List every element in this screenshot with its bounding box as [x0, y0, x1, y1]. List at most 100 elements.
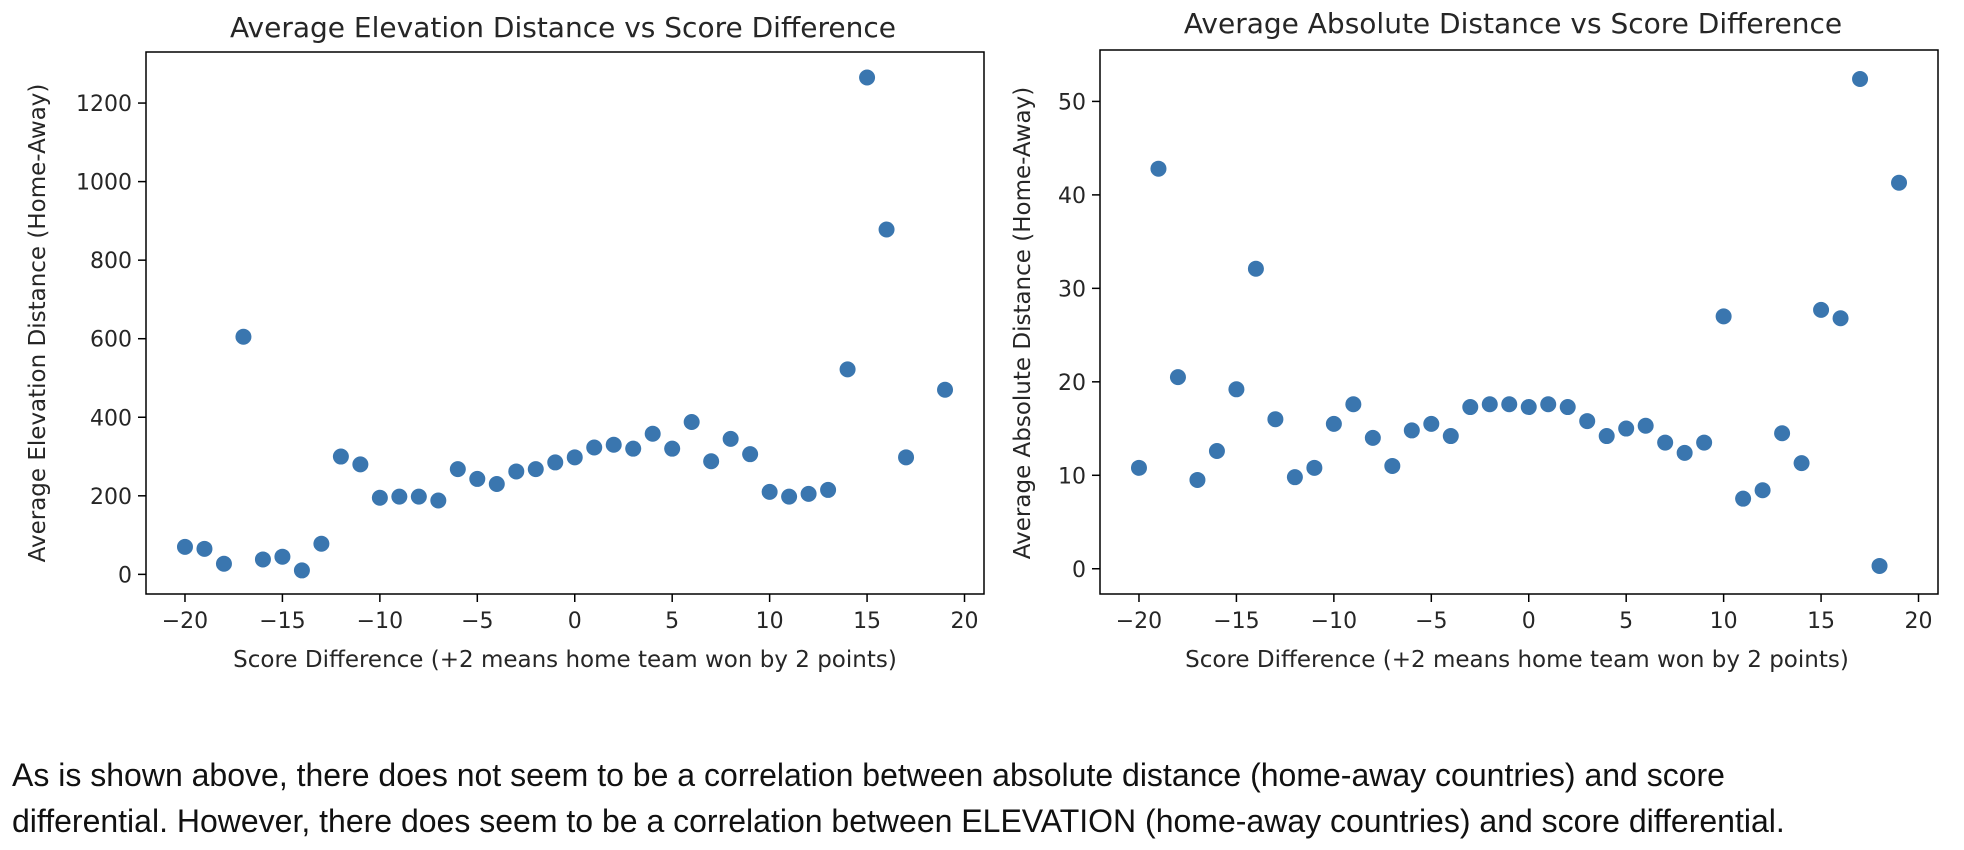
data-point [1676, 444, 1693, 461]
x-tick-label: 0 [568, 609, 582, 634]
data-point [1637, 417, 1654, 434]
y-tick-label: 20 [1058, 371, 1086, 396]
data-point [1891, 174, 1908, 191]
data-point [391, 488, 408, 505]
data-point [839, 361, 856, 378]
x-tick-label: −10 [1311, 609, 1357, 634]
x-tick-label: −20 [1116, 609, 1162, 634]
x-tick-label: −5 [461, 609, 493, 634]
data-point [196, 540, 213, 557]
plot-frame [1099, 49, 1939, 595]
data-point [566, 449, 583, 466]
data-point [1774, 425, 1791, 442]
data-point [332, 448, 349, 465]
data-point [1286, 469, 1303, 486]
x-tick-label: 0 [1522, 609, 1536, 634]
data-point [800, 485, 817, 502]
y-axis-label: Average Absolute Distance (Home-Away) [1010, 87, 1036, 559]
data-point [1696, 434, 1713, 451]
x-tick-label: 5 [1619, 609, 1633, 634]
y-tick-label: 0 [1072, 558, 1086, 583]
data-point [722, 430, 739, 447]
charts-figure: Average Elevation Distance vs Score Diff… [25, 7, 1939, 673]
y-tick-label: 1200 [76, 92, 132, 117]
x-tick-label: 20 [951, 609, 979, 634]
y-axis-label: Average Elevation Distance (Home-Away) [25, 84, 51, 563]
data-point [1423, 415, 1440, 432]
data-point [1481, 396, 1498, 413]
data-point [352, 456, 369, 473]
chart-title: Average Elevation Distance vs Score Diff… [230, 11, 896, 44]
x-tick-label: 10 [1710, 609, 1738, 634]
y-tick-label: 40 [1058, 184, 1086, 209]
axis-ticks: −20 −15 −10 −5 0 5 10 15 20 0 10 20 30 40 50 [1058, 90, 1933, 634]
data-point [274, 548, 291, 565]
data-point [1793, 455, 1810, 472]
data-point [1169, 369, 1186, 386]
data-point [547, 454, 564, 471]
data-point [1579, 413, 1596, 430]
data-point [215, 555, 232, 572]
data-point [371, 489, 388, 506]
data-point [1208, 442, 1225, 459]
data-point [1559, 399, 1576, 416]
data-point [313, 535, 330, 552]
y-tick-label: 200 [90, 485, 132, 510]
data-point [1832, 310, 1849, 327]
chart-title: Average Absolute Distance vs Score Diffe… [1184, 7, 1842, 40]
data-point [625, 440, 642, 457]
x-tick-label: 10 [756, 609, 784, 634]
y-tick-label: 600 [90, 328, 132, 353]
data-point [742, 446, 759, 463]
x-tick-label: 15 [853, 609, 881, 634]
data-point [1520, 399, 1537, 416]
absolute-distance-scatter-chart: Average Absolute Distance vs Score Diffe… [1010, 7, 1939, 673]
data-point [1754, 482, 1771, 499]
data-point [820, 481, 837, 498]
data-point [1598, 428, 1615, 445]
data-point [605, 436, 622, 453]
x-axis-label: Score Difference (+2 means home team won… [233, 647, 897, 673]
data-point [1228, 381, 1245, 398]
data-point [488, 476, 505, 493]
data-point [527, 461, 544, 478]
data-point [1267, 411, 1284, 428]
x-axis-label: Score Difference (+2 means home team won… [1185, 647, 1849, 673]
data-point [430, 492, 447, 509]
data-point [235, 328, 252, 345]
data-point [1306, 459, 1323, 476]
data-points [176, 69, 954, 579]
caption-line-1: As is shown above, there does not seem t… [12, 757, 1725, 793]
data-point [254, 551, 271, 568]
data-point [1325, 415, 1342, 432]
data-point [1150, 160, 1167, 177]
data-point [1618, 420, 1635, 437]
data-point [683, 413, 700, 430]
data-point [878, 221, 895, 238]
x-tick-label: −15 [1213, 609, 1259, 634]
data-point [410, 488, 427, 505]
x-tick-label: 5 [665, 609, 679, 634]
y-tick-label: 400 [90, 406, 132, 431]
data-point [859, 69, 876, 86]
data-point [586, 439, 603, 456]
data-point [508, 463, 525, 480]
data-point [761, 483, 778, 500]
x-tick-label: 20 [1905, 609, 1933, 634]
data-point [1735, 490, 1752, 507]
data-point [898, 449, 915, 466]
y-tick-label: 0 [118, 563, 132, 588]
x-tick-label: −5 [1415, 609, 1447, 634]
data-point [1813, 301, 1830, 318]
caption-line-2: differential. However, there does seem t… [12, 803, 1785, 839]
data-point [1130, 459, 1147, 476]
data-point [293, 562, 310, 579]
data-point [1364, 429, 1381, 446]
data-point [664, 440, 681, 457]
y-tick-label: 1000 [76, 171, 132, 196]
data-point [1715, 308, 1732, 325]
data-point [176, 538, 193, 555]
data-point [1871, 557, 1888, 574]
data-point [1852, 70, 1869, 87]
